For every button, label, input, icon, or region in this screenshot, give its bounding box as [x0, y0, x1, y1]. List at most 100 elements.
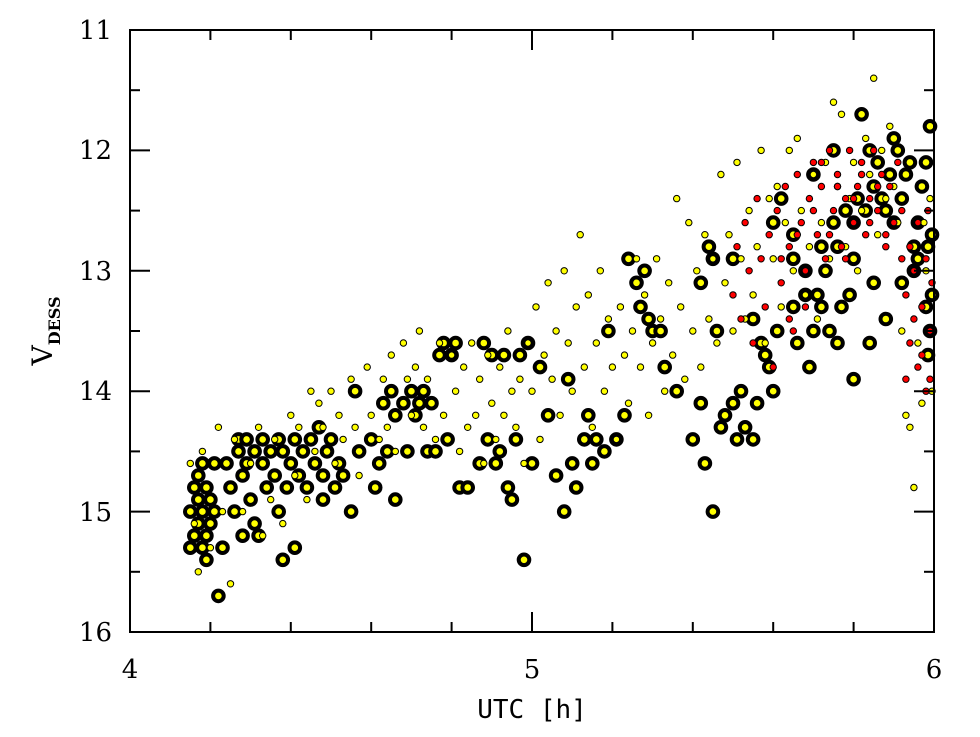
ring-point	[279, 480, 295, 495]
yellow-point	[898, 327, 906, 335]
red-point	[841, 255, 850, 263]
ring-point	[275, 552, 291, 568]
red-point	[765, 231, 773, 239]
yellow-point	[665, 279, 673, 287]
red-point	[906, 339, 914, 347]
ring-point	[882, 167, 898, 182]
yellow-point	[218, 507, 227, 516]
red-point	[874, 182, 882, 191]
yellow-point	[592, 339, 600, 347]
red-point	[769, 363, 777, 371]
y-tick-label-13: 13	[79, 257, 112, 287]
ring-point	[396, 395, 411, 411]
red-point	[918, 351, 926, 359]
yellow-point	[480, 459, 488, 468]
ring-point	[585, 456, 600, 471]
ring-point	[818, 263, 833, 279]
red-point	[785, 315, 793, 323]
red-point	[789, 327, 797, 335]
red-point	[898, 206, 906, 215]
ring-point	[315, 468, 331, 483]
yellow-point	[866, 170, 874, 179]
ring-point	[878, 203, 894, 218]
ring-point	[685, 432, 701, 447]
ring-point	[577, 432, 592, 447]
x-tick-label-4: 4	[122, 655, 139, 685]
yellow-point	[809, 170, 818, 179]
red-point	[866, 218, 874, 227]
yellow-point	[882, 194, 890, 203]
yellow-point	[669, 351, 677, 359]
yellow-point	[214, 423, 223, 431]
y-tick-label-15: 15	[79, 498, 112, 528]
ring-point	[351, 444, 367, 459]
ring-point	[806, 323, 821, 339]
ring-point	[207, 504, 222, 519]
yellow-point	[693, 267, 701, 275]
yellow-point	[351, 423, 359, 431]
yellow-point	[906, 423, 914, 431]
yellow-point	[287, 411, 295, 419]
yellow-point	[713, 339, 721, 347]
ring-point	[235, 528, 250, 544]
red-point	[773, 206, 781, 215]
yellow-point	[604, 315, 613, 323]
yellow-point	[484, 351, 492, 359]
yellow-point	[447, 351, 456, 359]
ring-point	[243, 492, 258, 507]
yellow-point	[552, 327, 560, 335]
ring-point	[846, 251, 861, 267]
yellow-point	[279, 519, 287, 528]
ring-point	[183, 540, 198, 556]
yellow-point	[411, 363, 420, 371]
ring-point	[617, 408, 632, 423]
red-point	[833, 170, 842, 179]
ring-point	[924, 227, 940, 242]
yellow-point	[797, 206, 805, 215]
ring-point	[920, 239, 936, 254]
ring-point	[187, 480, 202, 495]
ring-point	[231, 444, 246, 459]
yellow-point	[564, 339, 572, 347]
ring-point	[211, 588, 226, 604]
ring-point	[709, 323, 725, 339]
ring-point	[199, 480, 214, 495]
yellow-point	[725, 231, 733, 239]
ring-point	[898, 167, 914, 182]
yellow-point	[685, 218, 693, 227]
yellow-point	[520, 459, 528, 468]
ring-point	[263, 444, 279, 459]
ring-point	[765, 215, 781, 230]
ring-point	[267, 468, 283, 483]
yellow-point	[439, 411, 448, 419]
yellow-point	[230, 435, 239, 444]
yellow-point	[745, 206, 753, 215]
yellow-point	[862, 134, 870, 143]
yellow-point	[504, 327, 512, 335]
yellow-point	[307, 387, 315, 395]
ring-point	[183, 504, 198, 519]
yellow-point	[423, 375, 432, 383]
yellow-point	[347, 375, 355, 383]
yellow-point	[757, 146, 765, 155]
yellow-point	[464, 423, 472, 431]
yellow-point	[544, 279, 552, 287]
y-tick-label-11: 11	[79, 16, 112, 46]
yellow-point	[773, 182, 781, 191]
yellow-point	[327, 387, 335, 395]
ring-point	[914, 179, 930, 194]
ring-point	[802, 359, 817, 375]
ring-point	[295, 444, 311, 459]
yellow-point	[721, 279, 729, 287]
ring-point	[460, 480, 476, 495]
yellow-point	[689, 327, 697, 335]
yellow-point	[926, 194, 934, 203]
yellow-point	[673, 194, 681, 203]
red-point	[922, 255, 930, 263]
x-tick-label-5: 5	[524, 655, 541, 685]
yellow-point	[556, 411, 564, 419]
red-point	[801, 267, 810, 275]
red-point	[781, 182, 789, 191]
ring-point	[323, 432, 339, 447]
ring-point	[745, 311, 761, 327]
